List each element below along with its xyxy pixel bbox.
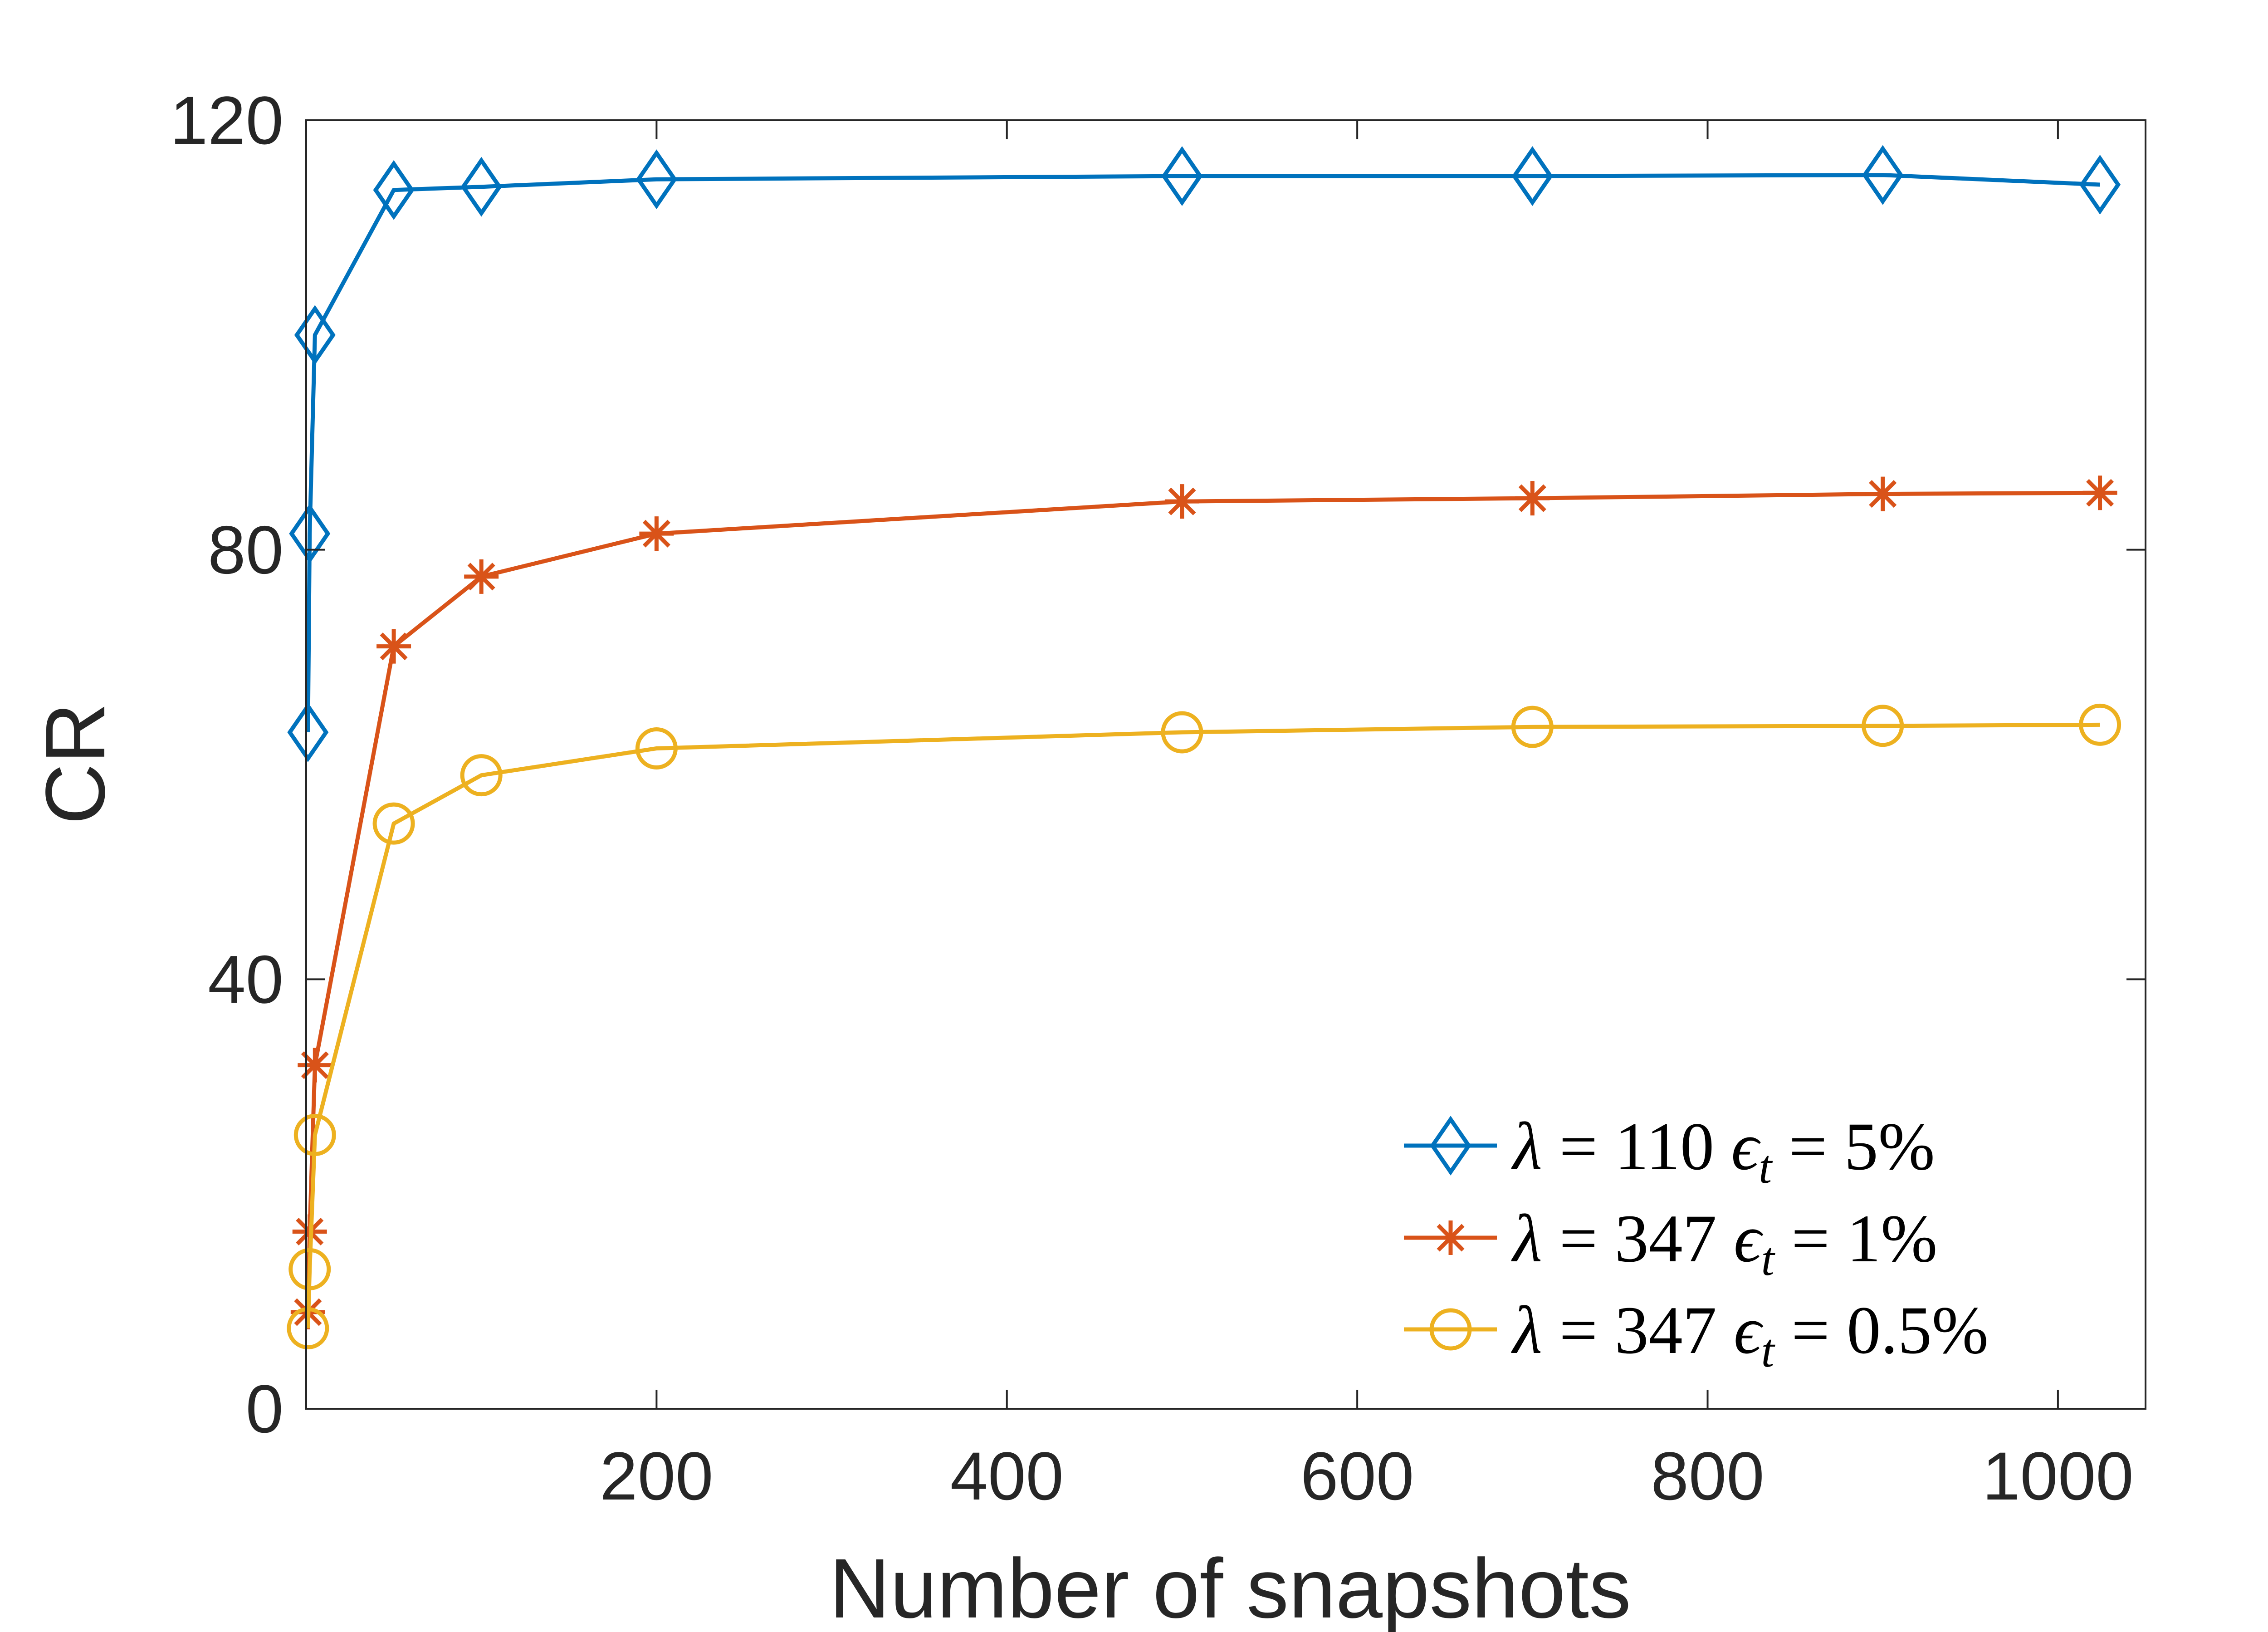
series-1-point-5 [460, 157, 502, 217]
series-1-point-7 [1161, 146, 1203, 206]
plot-background [306, 120, 2146, 1409]
y-tick-label: 120 [170, 82, 284, 158]
series-1-point-10 [2079, 155, 2121, 215]
series-3-line [306, 722, 2100, 1328]
series-3-point-4 [372, 802, 415, 845]
x-tick-label: 200 [600, 1438, 713, 1514]
series-layer [287, 145, 2121, 1349]
y-tick-label: 80 [208, 512, 284, 588]
series-3 [287, 703, 2121, 1349]
marker-stroke [1869, 480, 1897, 508]
x-tick-label: 400 [950, 1438, 1064, 1514]
series-2-point-6 [639, 516, 674, 551]
legend-marker [1429, 1308, 1472, 1351]
x-tick-label: 600 [1300, 1438, 1414, 1514]
series-1-point-6 [635, 149, 677, 210]
marker-stroke [1168, 487, 1196, 515]
y-tick-label: 40 [208, 941, 284, 1017]
axes-box [305, 119, 2146, 1410]
series-3-point-10 [2079, 703, 2121, 746]
legend-item-1: λ = 110 ϵt = 5% [1404, 1109, 1935, 1193]
axes-layer: 200 400 600 800 1000 0 40 80 120 [170, 82, 2146, 1514]
series-2-point-8 [1515, 481, 1550, 516]
series-1-point-8 [1511, 146, 1553, 206]
series-1-point-2 [289, 504, 331, 564]
x-axis-title: Number of snapshots [829, 1542, 1631, 1632]
plot-area [306, 120, 2146, 1409]
series-3-point-1 [287, 1307, 329, 1349]
legend-label: λ = 110 ϵt = 5% [1511, 1109, 1935, 1193]
series-3-point-8 [1511, 706, 1554, 748]
legend-item-3: λ = 347 ϵt = 0.5% [1404, 1293, 1989, 1377]
legend: λ = 110 ϵt = 5%λ = 347 ϵt = 1%λ = 347 ϵt… [1404, 1109, 1989, 1377]
marker-stroke [2086, 479, 2114, 507]
series-1-point-1 [287, 702, 329, 762]
marker-stroke [380, 632, 408, 661]
series-2-point-4 [376, 629, 411, 664]
x-tick-label: 800 [1651, 1438, 1764, 1514]
series-2-point-10 [2082, 475, 2117, 510]
series-2-point-3 [298, 1048, 332, 1083]
marker-stroke [1437, 1224, 1465, 1252]
series-1-point-4 [373, 160, 415, 220]
legend-item-2: λ = 347 ϵt = 1% [1404, 1201, 1937, 1285]
y-tick-label: 0 [246, 1371, 284, 1447]
series-3-point-7 [1161, 711, 1203, 754]
series-2-point-5 [464, 559, 499, 594]
legend-marker [1430, 1116, 1471, 1176]
marker-stroke [1518, 484, 1546, 512]
series-2-point-7 [1164, 484, 1199, 519]
x-tick-label: 1000 [1982, 1438, 2134, 1514]
marker-stroke [642, 519, 670, 548]
series-2-line [306, 490, 2100, 1313]
series-3-point-5 [460, 754, 503, 797]
marker-stroke [467, 563, 495, 591]
series-1-point-9 [1862, 145, 1904, 205]
series-3-point-3 [293, 1114, 336, 1156]
legend-label: λ = 347 ϵt = 0.5% [1511, 1293, 1989, 1377]
series-2-point-9 [1865, 476, 1900, 511]
y-axis-title: CR [29, 703, 122, 825]
series-3-point-9 [1862, 705, 1904, 747]
legend-label: λ = 347 ϵt = 1% [1511, 1201, 1937, 1285]
legend-marker [1433, 1220, 1468, 1255]
series-1-point-3 [294, 305, 336, 365]
series-3-point-6 [635, 727, 678, 769]
series-1-line [306, 173, 2100, 733]
series-1 [287, 145, 2121, 762]
series-3-point-2 [288, 1248, 331, 1290]
